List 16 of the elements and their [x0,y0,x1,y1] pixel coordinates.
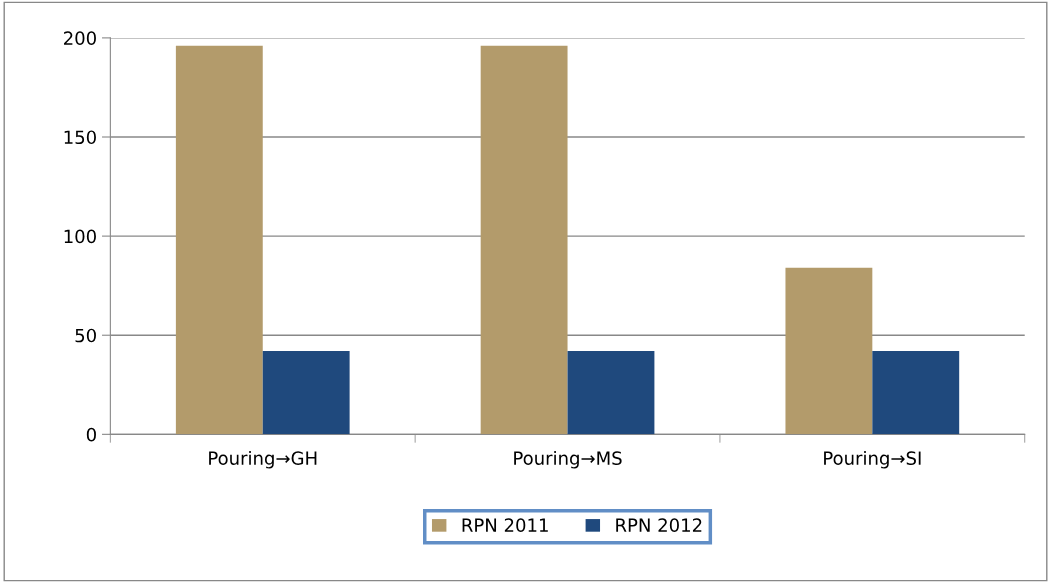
bar [480,45,568,435]
x-tick-label: Pouring→MS [514,451,622,469]
y-tick-label: 50 [75,328,96,343]
y-tick-label: 0 [86,427,96,442]
y-tick-label: 100 [64,229,96,244]
legend-label: RPN 2012 [616,518,702,532]
bar [175,45,263,435]
bar [872,351,960,435]
bar [567,351,655,435]
bar [785,267,873,435]
y-tick-label: 150 [64,130,96,145]
x-tick-label: Pouring→GH [209,451,317,469]
legend-label: RPN 2011 [462,518,548,532]
bar [262,351,350,435]
y-tick-label: 200 [64,31,96,46]
x-tick-label: Pouring→SI [824,451,921,469]
